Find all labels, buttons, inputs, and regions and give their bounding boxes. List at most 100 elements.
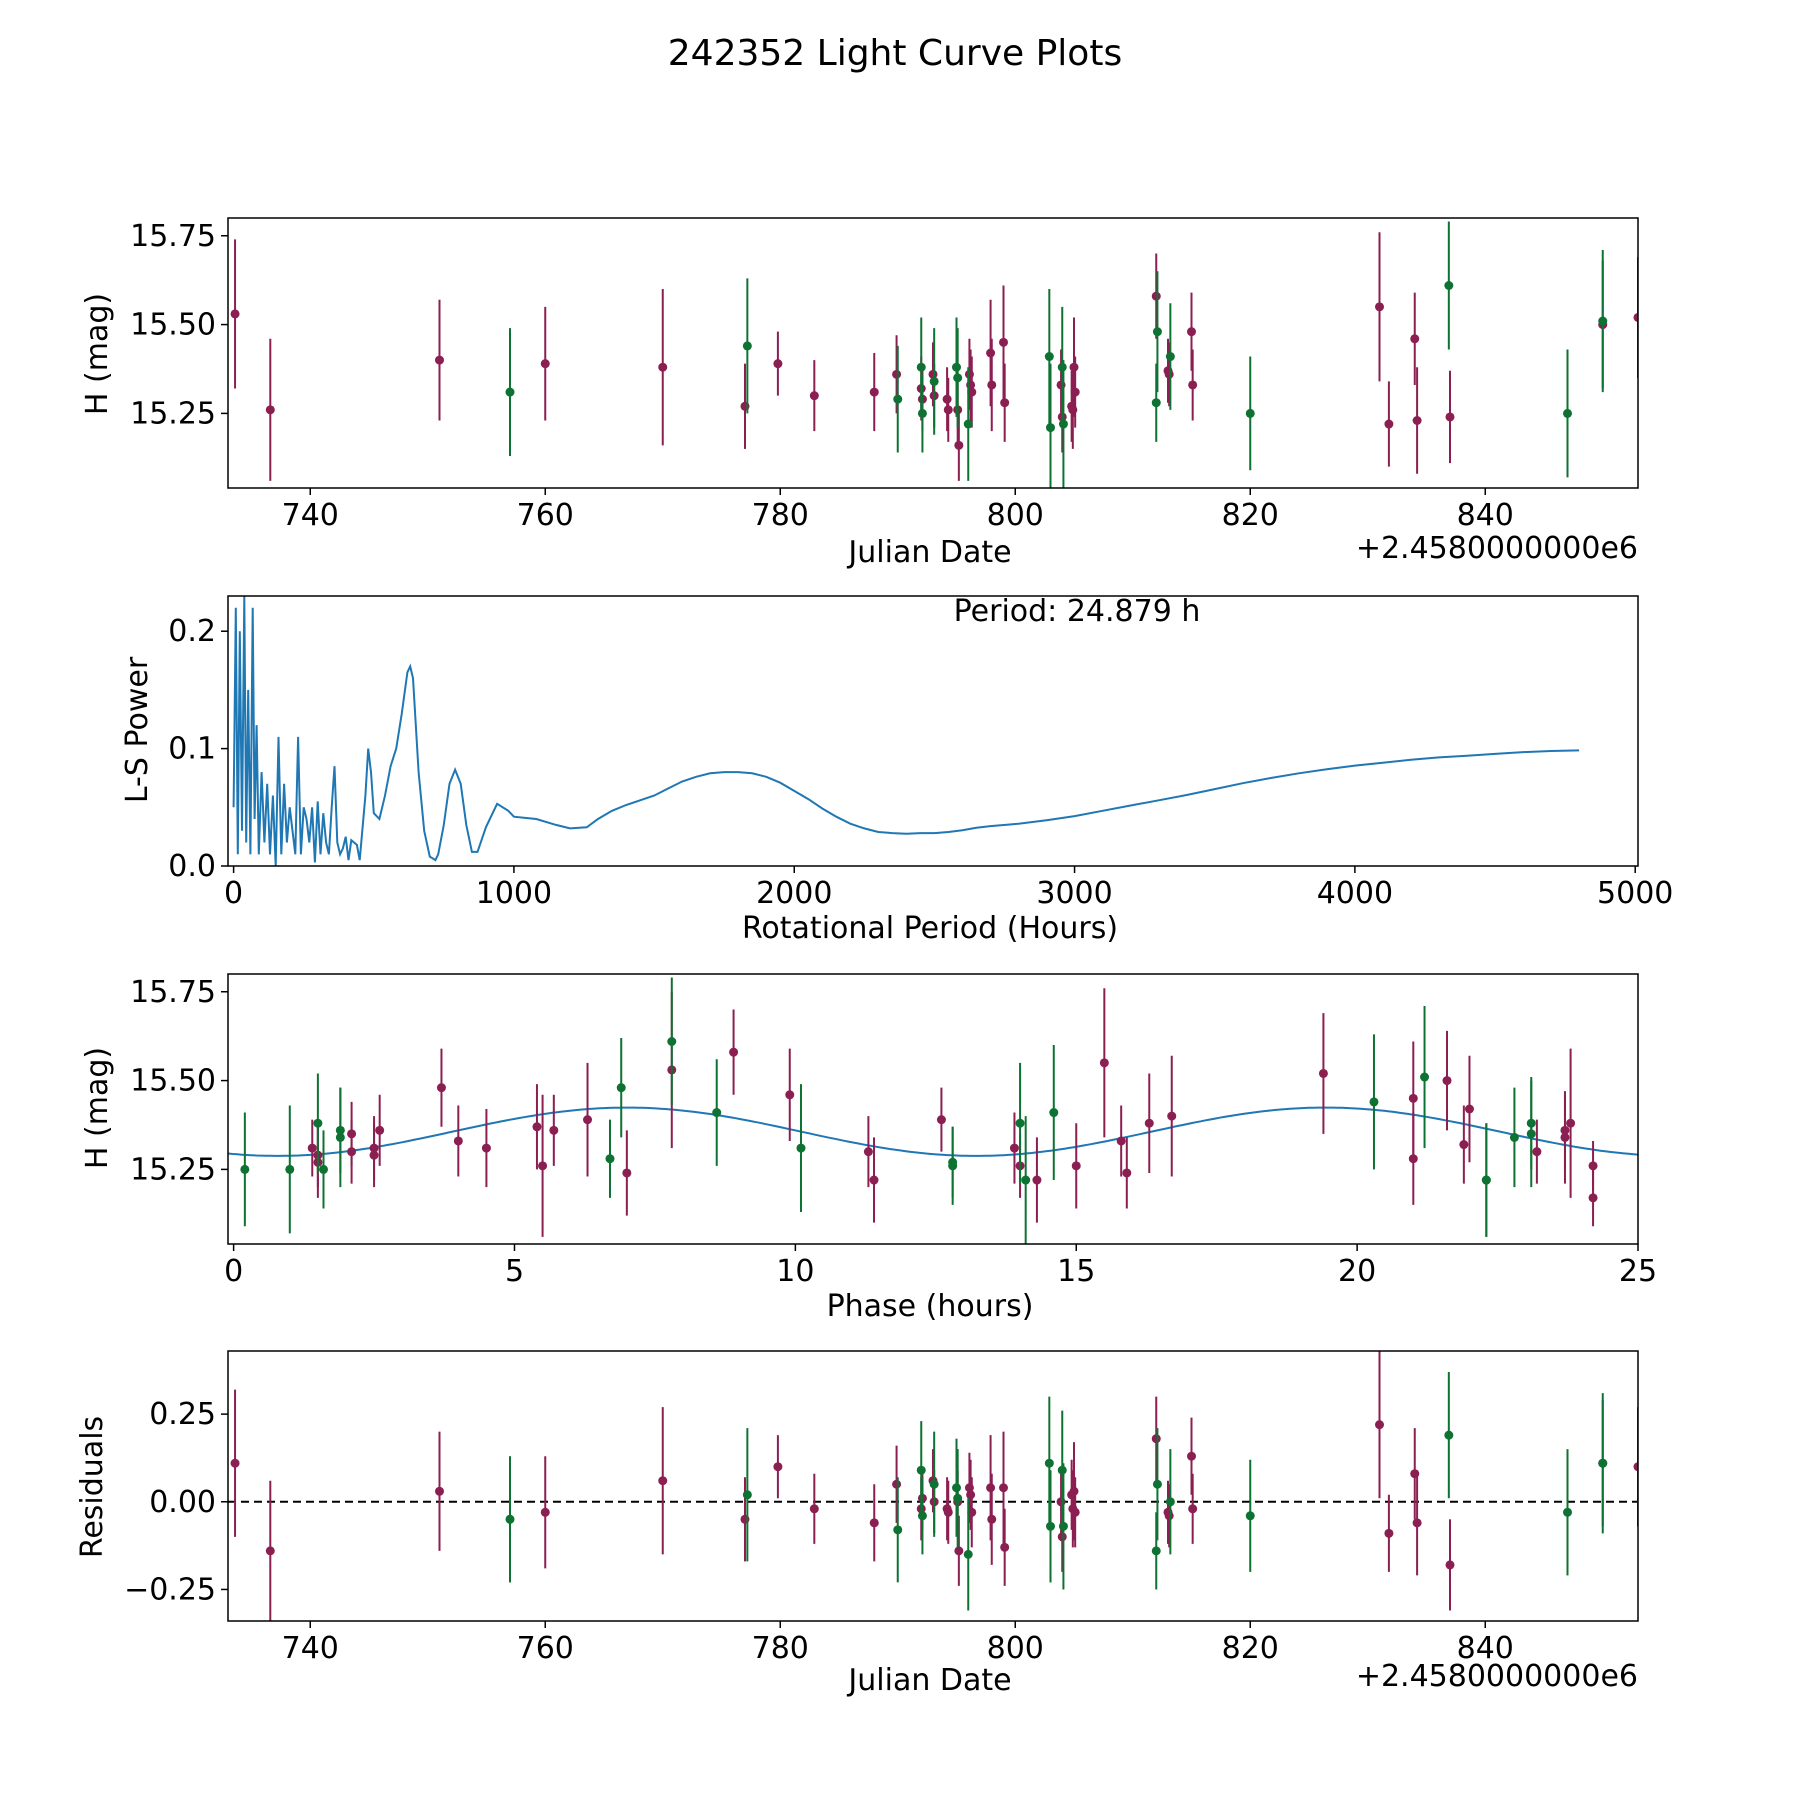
lightcurve-data-point [1187,327,1196,337]
residuals-data-point [963,1549,973,1559]
phased-data-point [785,1090,795,1100]
residuals-data-point [742,1490,752,1500]
residuals-data-point [1151,1434,1161,1444]
phased-data-point [869,1175,879,1185]
residuals-data-point [943,1507,953,1517]
residuals-data-point [999,1483,1008,1493]
residuals-xtick-label: 760 [517,1631,574,1666]
lightcurve-data-point [954,440,964,450]
residuals-data-point [1069,1486,1079,1496]
lightcurve-data-point [540,359,550,369]
periodogram-ylabel: L-S Power [120,656,155,803]
phased-data-point [307,1143,317,1153]
phased-xtick-label: 25 [1619,1254,1657,1289]
phased-data-point [549,1125,559,1135]
phased-data-point [1369,1097,1379,1107]
phased-data-point [1071,1161,1081,1171]
phased-xtick-label: 20 [1338,1254,1376,1289]
phased-data-point [369,1150,379,1160]
residuals-data-point [505,1514,515,1524]
lightcurve-xtick-label: 840 [1457,498,1514,533]
residuals-data-point [966,1490,976,1500]
residuals-data-point [540,1507,550,1517]
phased-data-point [1532,1147,1542,1157]
phased-data-point [1481,1175,1491,1185]
phased-data-point [796,1143,806,1153]
phased-data-point [1420,1072,1430,1082]
lightcurve-data-point [1165,352,1175,362]
lightcurve-data-point [1633,312,1638,322]
phased-data-point [532,1122,542,1132]
phased-data-point [240,1164,250,1174]
lightcurve-data-point [869,387,879,397]
phased-data-point [1588,1161,1598,1171]
period-annotation: Period: 24.879 h [954,594,1201,629]
phased-data-point [538,1161,548,1171]
lightcurve-data-point [742,341,752,351]
lightcurve-data-point [773,359,783,369]
phased-ylabel: H (mag) [80,1047,115,1169]
periodogram-ytick-label: 0.0 [168,849,216,884]
figure-title: 242352 Light Curve Plots [668,33,1122,74]
phased-data-point [481,1143,491,1153]
residuals-ylabel: Residuals [75,1416,110,1558]
lightcurve-data-point [1151,398,1161,408]
residuals-xtick-label: 780 [752,1631,809,1666]
phased-data-point [712,1108,722,1118]
lightcurve-data-point [1375,302,1384,312]
residuals-data-point [1000,1542,1010,1552]
residuals-data-point [1444,1430,1454,1440]
periodogram-line [232,596,1580,866]
residuals-data-point [869,1518,879,1528]
lightcurve-data-point [1563,408,1572,418]
lightcurve-frame [227,217,1639,489]
residuals-data-point [1058,1521,1068,1531]
lightcurve-data-point [963,419,973,429]
residuals-data-point [1375,1420,1384,1430]
phased-data-point [318,1164,328,1174]
residuals-data-point [1445,1560,1455,1570]
residuals-data-point [230,1458,240,1468]
lightcurve-data-point [1057,362,1067,372]
phased-ytick-label: 15.25 [130,1152,216,1187]
lightcurve-data-point [928,369,938,379]
phased-data-point [313,1118,323,1128]
lightcurve-data-point [658,362,668,372]
lightcurve-data-point [986,348,996,358]
lightcurve-data-point [1152,327,1162,337]
phased-data-point [436,1083,446,1093]
phased-data-point [1167,1111,1177,1121]
residuals-data-point [1070,1507,1080,1517]
phased-data-point [1588,1193,1598,1203]
lightcurve-data-point [1598,316,1608,326]
phased-data-point [936,1115,946,1125]
lightcurve-data-point [1070,387,1080,397]
lightcurve-data-point [435,355,444,365]
residuals-ytick-label: −0.25 [124,1572,216,1607]
residuals-ytick-label: 0.00 [149,1485,216,1520]
lightcurve-xtick-label: 780 [752,498,809,533]
lightcurve-data-point [1412,416,1422,425]
lightcurve-data-point [1000,398,1010,408]
residuals-data-point [1633,1462,1638,1472]
phased-data-point [1144,1118,1154,1128]
residuals-data-point [1384,1528,1394,1538]
phased-data-point [729,1047,739,1057]
periodogram-xtick-label: 5000 [1597,876,1673,911]
lightcurve-data-point [265,405,275,415]
periodogram-panel: Rotational Period (Hours) L-S Power Peri… [120,594,1673,946]
residuals-xtick-label: 740 [282,1631,339,1666]
phased-plot-area [228,977,1638,1244]
residuals-data-point [1164,1511,1174,1521]
phased-data-point [1509,1132,1519,1142]
residuals-xtick-label: 840 [1457,1631,1514,1666]
phased-data-point [1122,1168,1132,1178]
periodogram-xlabel: Rotational Period (Hours) [742,911,1118,946]
phased-data-point [375,1125,385,1135]
residuals-data-point [1151,1546,1161,1556]
periodogram-xtick-label: 4000 [1317,876,1393,911]
lightcurve-xtick-label: 740 [282,498,339,533]
phased-data-point [347,1129,357,1139]
phased-xtick-label: 5 [505,1254,524,1289]
phased-data-point [1099,1058,1109,1068]
